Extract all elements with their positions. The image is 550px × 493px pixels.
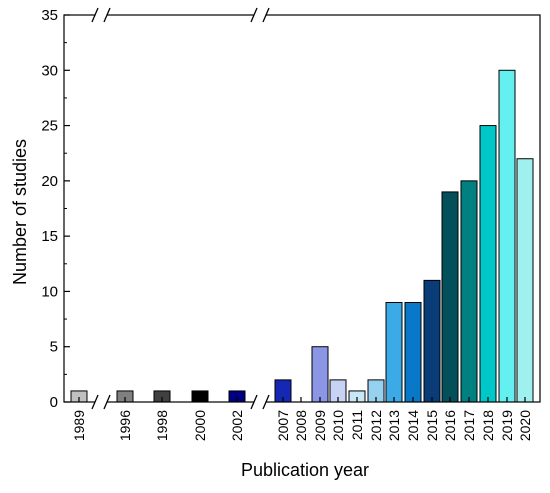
bar-2018 [479,125,497,403]
y-tick-label: 0 [50,394,58,411]
x-tick-label-2008: 2008 [293,410,309,441]
y-tick-label: 10 [41,283,58,300]
axis-break-slash [250,394,258,410]
bar-2015 [423,279,441,403]
y-tick-label: 15 [41,228,58,245]
x-tick-label-2019: 2019 [499,410,515,441]
x-tick-label-2002: 2002 [229,410,245,441]
x-tick-label-2009: 2009 [312,410,328,441]
axis-break-slash [91,394,99,410]
axis-break-slash [103,7,111,23]
axis-break-slash [250,7,258,23]
axis-break-slash [262,7,270,23]
y-tick-label: 5 [50,339,58,356]
axis-break-gap [254,8,266,22]
axis-break-gap [254,395,266,409]
bar-2019 [498,69,516,403]
x-tick-label-2013: 2013 [386,410,402,441]
x-tick-label-2020: 2020 [517,410,533,441]
axis-break-gap [95,8,107,22]
y-tick-label: 30 [41,62,58,79]
y-axis-title: Number of studies [10,139,30,285]
axis-break-slash [103,394,111,410]
bar-2016 [441,191,459,403]
axis-break-slash [262,394,270,410]
x-tick-label-2015: 2015 [424,410,440,441]
x-tick-label-2018: 2018 [480,410,496,441]
y-tick-label: 35 [41,7,58,24]
x-tick-label-2017: 2017 [461,410,477,441]
bar-2014 [404,301,422,403]
x-axis-title: Publication year [241,460,369,480]
x-tick-label-1989: 1989 [71,410,87,441]
x-tick-label-2000: 2000 [192,410,208,441]
axis-break-gap [95,395,107,409]
bar-2009 [311,346,329,403]
y-tick-label: 20 [41,173,58,190]
x-tick-label-2010: 2010 [330,410,346,441]
bar-2017 [460,180,478,403]
chart-marks [70,69,534,403]
bar-2013 [385,301,403,403]
x-tick-label-2007: 2007 [275,410,291,441]
axis-break-slash [91,7,99,23]
x-tick-label-1996: 1996 [117,410,133,441]
x-tick-label-2014: 2014 [405,410,421,441]
y-tick-label: 25 [41,118,58,135]
x-tick-label-1998: 1998 [154,410,170,441]
x-tick-label-2012: 2012 [368,410,384,441]
x-tick-label-2011: 2011 [349,410,365,440]
x-tick-label-2016: 2016 [442,410,458,441]
bar-2020 [516,158,534,403]
